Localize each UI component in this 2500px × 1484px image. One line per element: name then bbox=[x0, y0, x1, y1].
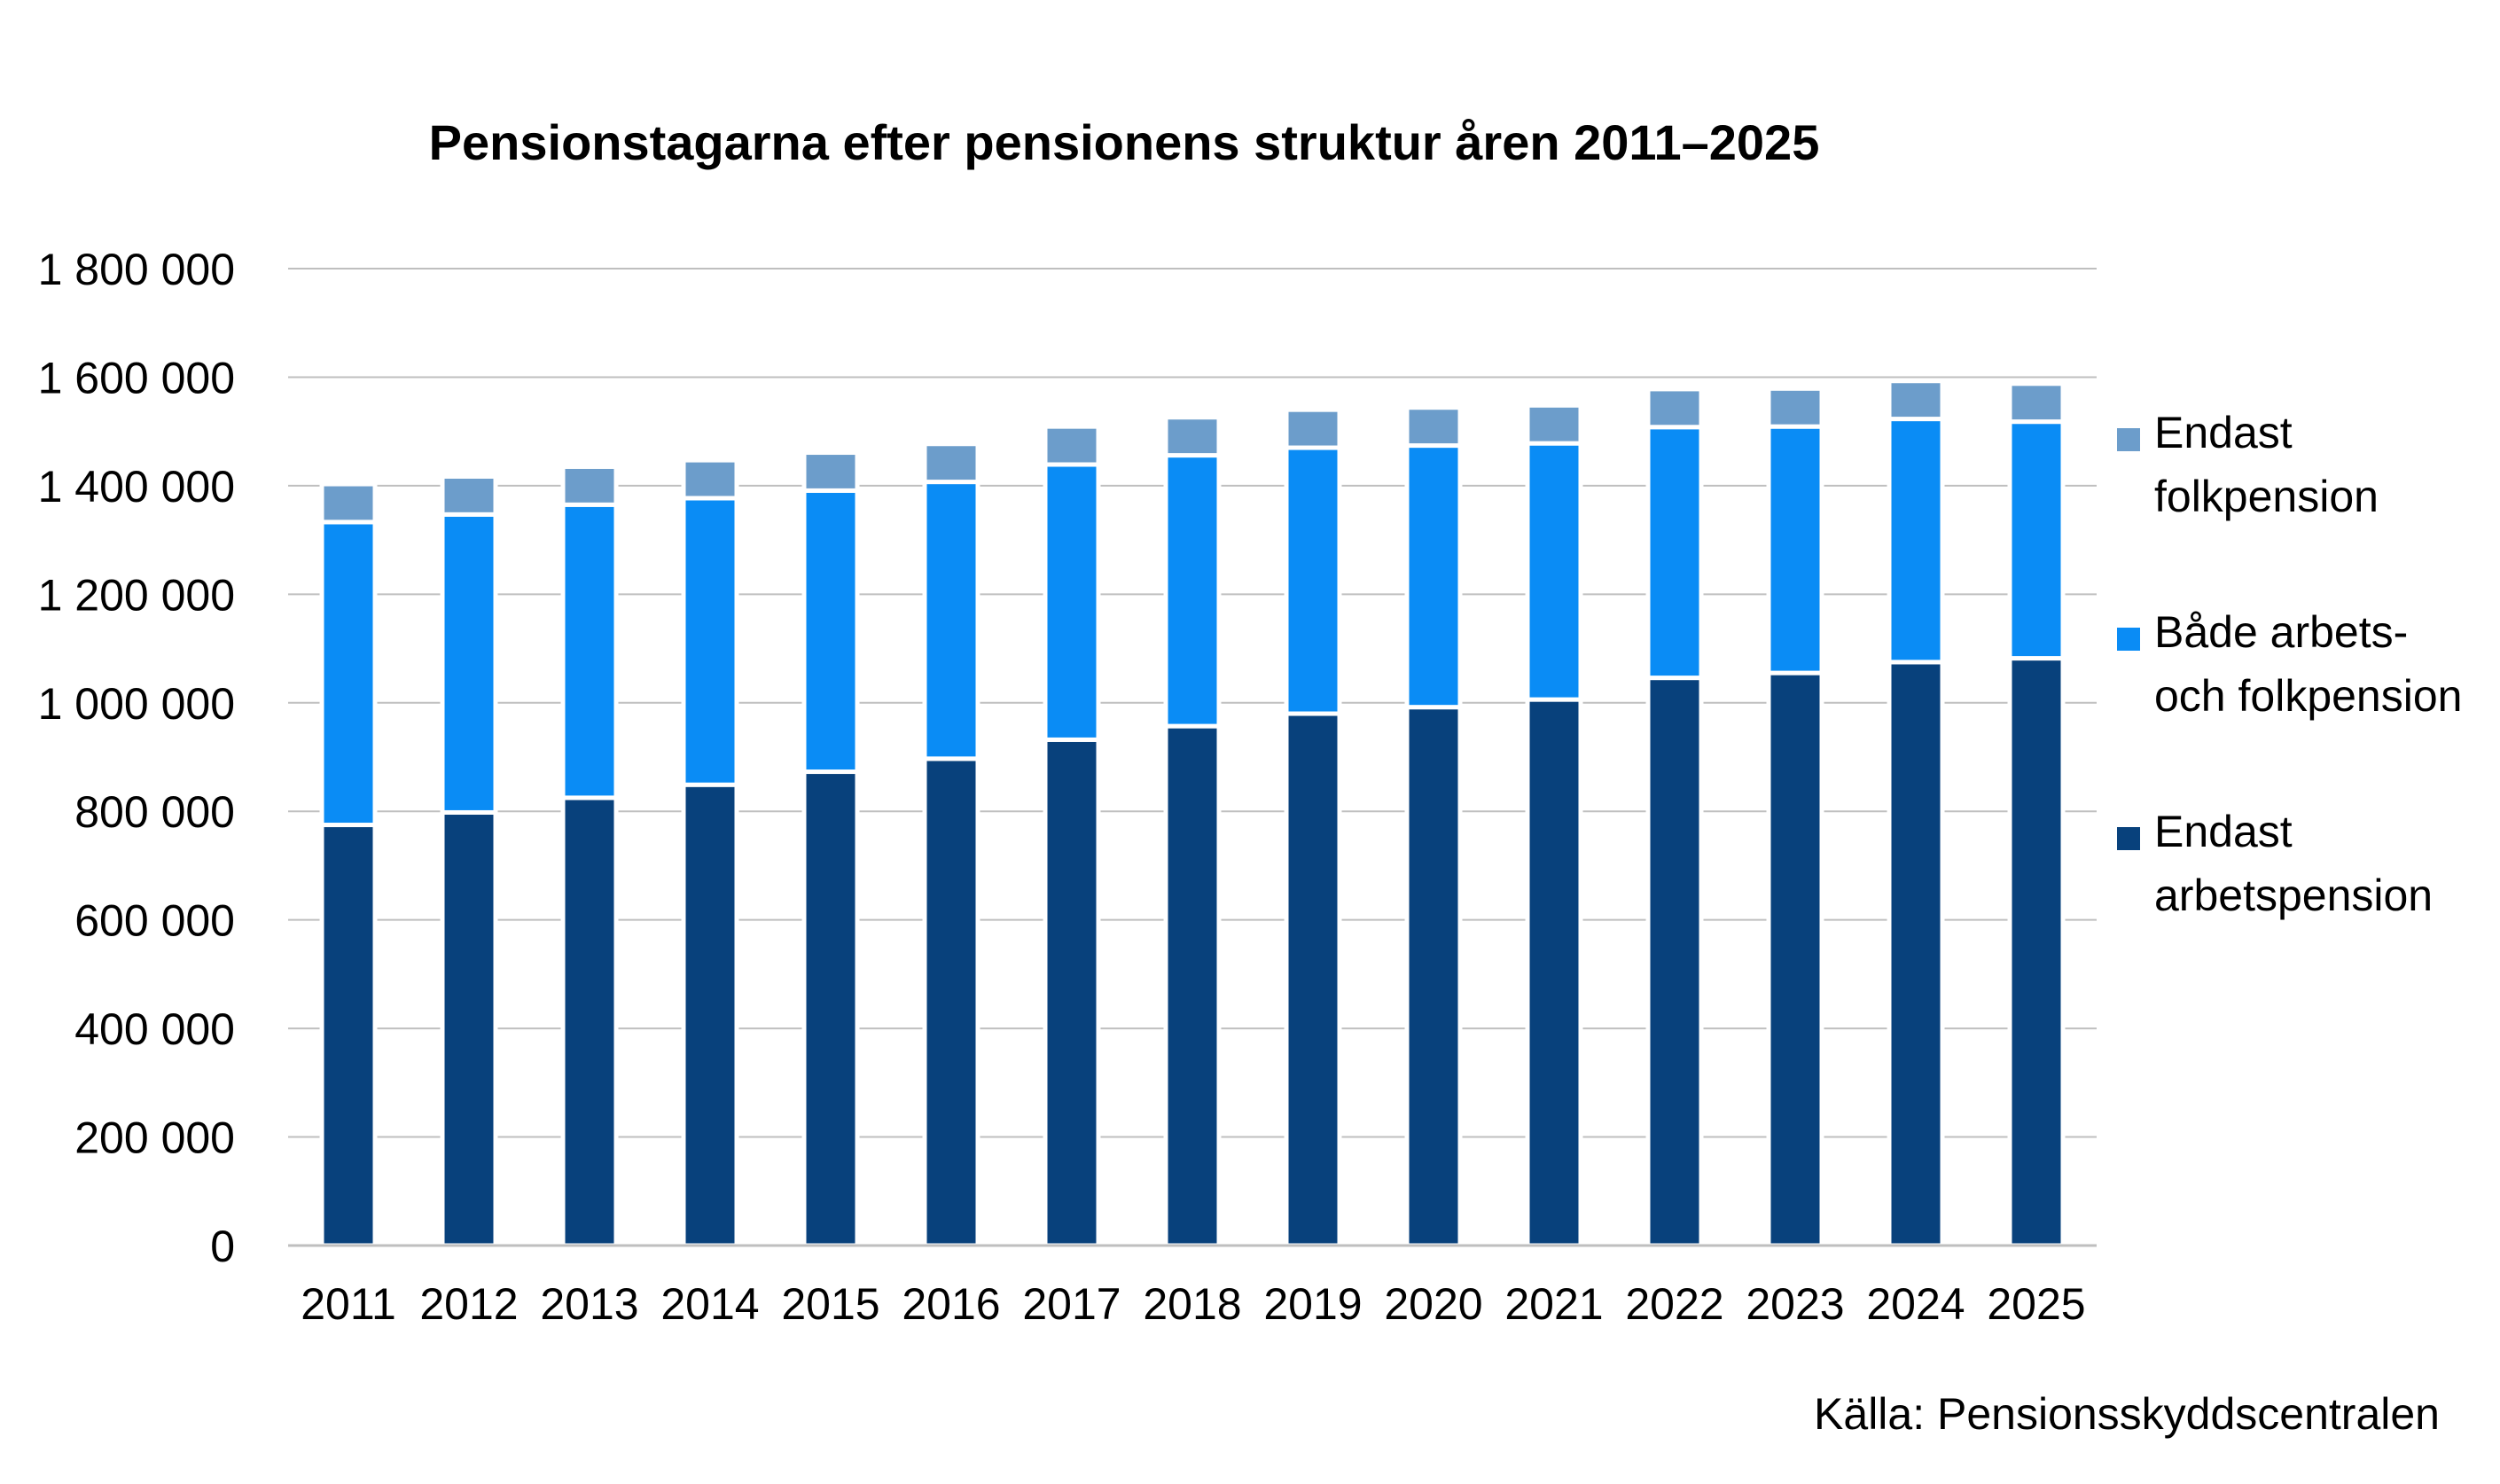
y-tick-label: 0 bbox=[210, 1222, 235, 1271]
x-tick-label: 2023 bbox=[1746, 1279, 1844, 1329]
y-tick-label: 400 000 bbox=[74, 1004, 235, 1054]
bar-segment-2-2016 bbox=[922, 480, 980, 762]
bar-segment-2-2018 bbox=[1163, 453, 1222, 729]
bar-segment-1-2023 bbox=[1766, 670, 1824, 1248]
x-axis-tick-labels: 2011 2012 2013 2014 2015 2016 2017 2018 2019 2020… bbox=[301, 1279, 2085, 1329]
bar-segment-3-2011 bbox=[319, 481, 378, 525]
bar-segment-1-2022 bbox=[1645, 676, 1704, 1248]
legend-label: Endast folkpension bbox=[2154, 408, 2379, 521]
bar-segment-3-2018 bbox=[1163, 415, 1222, 458]
x-tick-label: 2020 bbox=[1384, 1279, 1482, 1329]
x-tick-label: 2025 bbox=[1987, 1279, 2085, 1329]
x-tick-label: 2022 bbox=[1625, 1279, 1723, 1329]
x-tick-label: 2021 bbox=[1504, 1279, 1603, 1329]
x-tick-label: 2011 bbox=[301, 1279, 396, 1329]
y-tick-label: 600 000 bbox=[74, 896, 235, 946]
bar-segment-2-2020 bbox=[1404, 443, 1463, 710]
x-tick-label: 2019 bbox=[1263, 1279, 1362, 1329]
bar-segment-2-2011 bbox=[319, 519, 378, 828]
bar-segment-3-2021 bbox=[1525, 402, 1583, 446]
x-tick-label: 2017 bbox=[1022, 1279, 1121, 1329]
y-tick-label: 1 400 000 bbox=[38, 462, 235, 512]
bar-segment-2-2014 bbox=[681, 496, 739, 787]
bar-segment-1-2020 bbox=[1404, 705, 1463, 1248]
y-tick-label: 800 000 bbox=[74, 787, 235, 837]
bar-segment-2-2019 bbox=[1284, 445, 1342, 716]
x-tick-label: 2015 bbox=[781, 1279, 879, 1329]
y-tick-label: 1 600 000 bbox=[38, 353, 235, 402]
y-axis-tick-labels: 0 200 000 400 000 600 000 800 000 1 000 000 1 … bbox=[38, 245, 235, 1271]
bar-segment-2-2012 bbox=[440, 512, 498, 815]
x-tick-label: 2016 bbox=[902, 1279, 1000, 1329]
bar-segment-1-2024 bbox=[1887, 660, 1945, 1248]
bar-segment-3-2015 bbox=[801, 450, 860, 493]
bar-segment-3-2019 bbox=[1284, 407, 1342, 450]
bar-segment-3-2025 bbox=[2007, 381, 2066, 425]
legend-label: Endast arbetspension bbox=[2154, 807, 2433, 920]
y-tick-label: 200 000 bbox=[74, 1113, 235, 1163]
bar-segment-1-2012 bbox=[440, 809, 498, 1248]
bar-segment-1-2016 bbox=[922, 756, 980, 1248]
legend: Endast folkpension Både arbets-och folkpen… bbox=[2117, 408, 2462, 920]
chart-title: Pensionstagarna efter pensionens struktu… bbox=[429, 114, 1820, 170]
legend-swatch bbox=[2117, 628, 2140, 651]
y-tick-label: 1 200 000 bbox=[38, 570, 235, 620]
bar-segment-1-2018 bbox=[1163, 723, 1222, 1248]
bar-segment-3-2024 bbox=[1887, 379, 1945, 422]
legend-swatch bbox=[2117, 827, 2140, 850]
bar-segment-2-2021 bbox=[1525, 441, 1583, 702]
x-tick-label: 2018 bbox=[1143, 1279, 1241, 1329]
bar-segment-1-2019 bbox=[1284, 711, 1342, 1248]
bar-segment-3-2013 bbox=[560, 464, 619, 507]
bar-segment-2-2025 bbox=[2007, 419, 2066, 661]
bar-segment-3-2017 bbox=[1043, 424, 1101, 467]
x-tick-label: 2013 bbox=[540, 1279, 638, 1329]
bar-segment-1-2013 bbox=[560, 795, 619, 1248]
bar-segment-1-2014 bbox=[681, 782, 739, 1248]
source-note: Källa: Pensionsskyddscentralen bbox=[1814, 1389, 2440, 1439]
bar-segment-3-2014 bbox=[681, 457, 739, 501]
y-tick-label: 1 000 000 bbox=[38, 679, 235, 729]
bar-segment-3-2020 bbox=[1404, 405, 1463, 449]
bar-segment-2-2015 bbox=[801, 488, 860, 775]
legend-label: Både arbets-och folkpension bbox=[2154, 607, 2462, 721]
bar-segment-3-2012 bbox=[440, 473, 498, 517]
bar-segment-3-2022 bbox=[1645, 387, 1704, 430]
x-tick-label: 2012 bbox=[419, 1279, 518, 1329]
bar-segment-1-2017 bbox=[1043, 737, 1101, 1248]
bar-segment-2-2024 bbox=[1887, 417, 1945, 665]
bar-segment-1-2021 bbox=[1525, 697, 1583, 1248]
bar-segment-2-2022 bbox=[1645, 425, 1704, 681]
bar-segment-3-2016 bbox=[922, 441, 980, 485]
legend-swatch bbox=[2117, 428, 2140, 451]
bar-segment-1-2025 bbox=[2007, 656, 2066, 1248]
bar-segment-2-2017 bbox=[1043, 462, 1101, 742]
bar-segment-1-2015 bbox=[801, 769, 860, 1248]
y-tick-label: 1 800 000 bbox=[38, 245, 235, 294]
bar-segment-2-2013 bbox=[560, 502, 619, 801]
bar-segment-3-2023 bbox=[1766, 386, 1824, 429]
bar-segment-1-2011 bbox=[319, 823, 378, 1248]
x-tick-label: 2014 bbox=[660, 1279, 759, 1329]
bar-segment-2-2023 bbox=[1766, 424, 1824, 676]
bars bbox=[319, 379, 2066, 1248]
x-tick-label: 2024 bbox=[1866, 1279, 1965, 1329]
